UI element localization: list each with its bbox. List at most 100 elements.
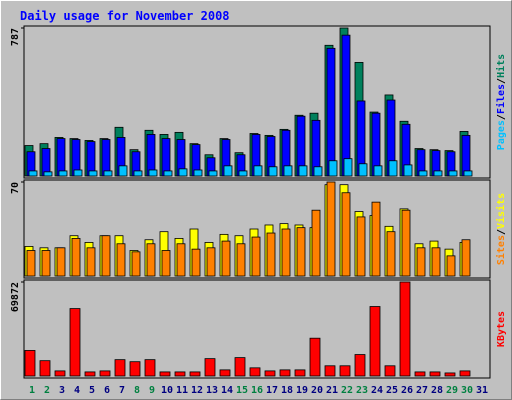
bar <box>418 170 428 177</box>
bar <box>326 47 336 177</box>
bar <box>71 237 81 277</box>
bar <box>114 359 126 377</box>
x-tick-label: 24 <box>371 385 383 396</box>
bar <box>56 138 66 177</box>
legend-separator: / <box>496 78 507 84</box>
bar <box>283 165 293 177</box>
x-tick-label: 3 <box>59 385 65 396</box>
legend-separator: / <box>496 229 507 235</box>
bar <box>459 370 471 377</box>
bar <box>296 227 306 277</box>
bar <box>313 166 323 177</box>
x-tick-label: 15 <box>236 385 248 396</box>
bar <box>328 160 338 177</box>
legend-entry: Pages <box>496 120 507 150</box>
x-tick-label: 23 <box>356 385 368 396</box>
x-tick-label: 6 <box>104 385 110 396</box>
bar <box>324 365 336 377</box>
bar <box>433 170 443 177</box>
x-tick-label: 29 <box>446 385 458 396</box>
bar <box>431 247 441 277</box>
x-tick-label: 21 <box>326 385 338 396</box>
bar <box>144 359 156 377</box>
bar <box>58 170 68 177</box>
bar <box>73 169 83 177</box>
x-tick-label: 22 <box>341 385 353 396</box>
bar <box>388 160 398 177</box>
x-tick-label: 12 <box>191 385 203 396</box>
bar <box>161 138 171 177</box>
bar <box>28 170 38 177</box>
x-tick-label: 4 <box>74 385 80 396</box>
bar <box>444 372 456 377</box>
bar <box>86 247 96 277</box>
bar <box>236 243 246 277</box>
legend-entry: Sites <box>495 235 507 265</box>
y-tick-label: 70 <box>10 182 21 194</box>
bar <box>26 250 36 277</box>
bar <box>446 255 456 277</box>
legend-entry: Hits <box>495 54 507 78</box>
x-tick-label: 27 <box>416 385 428 396</box>
bar <box>174 371 186 377</box>
x-tick-label: 19 <box>296 385 308 396</box>
bar <box>339 365 351 377</box>
x-tick-label: 9 <box>149 385 155 396</box>
bar <box>208 170 218 177</box>
bar <box>264 370 276 377</box>
bar <box>178 168 188 177</box>
x-tick-label: 2 <box>44 385 50 396</box>
x-tick-label: 11 <box>176 385 188 396</box>
legend-entry: Files <box>495 84 507 114</box>
bar <box>131 251 141 277</box>
bar <box>238 170 248 177</box>
bar <box>311 209 321 277</box>
x-tick-label: 5 <box>89 385 95 396</box>
x-tick-label: 26 <box>401 385 413 396</box>
bar <box>416 247 426 277</box>
x-tick-label: 8 <box>134 385 140 396</box>
bar <box>148 169 158 177</box>
bar <box>223 165 233 177</box>
bar <box>24 350 36 377</box>
legend-separator: / <box>496 114 507 120</box>
bar <box>343 158 353 177</box>
bar <box>461 134 471 177</box>
bar <box>189 371 201 377</box>
bar <box>99 370 111 377</box>
bar <box>206 247 216 277</box>
bar <box>358 163 368 177</box>
legend-entry: KBytes <box>496 311 507 347</box>
x-tick-label: 1 <box>29 385 35 396</box>
bar <box>266 232 276 277</box>
bar <box>204 358 216 377</box>
x-tick-label: 20 <box>311 385 323 396</box>
bar <box>43 171 53 177</box>
bar <box>384 365 396 377</box>
bar <box>234 357 246 377</box>
bar <box>88 170 98 177</box>
bar <box>341 34 351 177</box>
bar <box>39 360 51 377</box>
x-tick-label: 30 <box>461 385 473 396</box>
bar <box>373 165 383 177</box>
bar <box>54 370 66 377</box>
x-tick-label: 10 <box>161 385 173 396</box>
x-tick-label: 17 <box>266 385 278 396</box>
bar <box>118 165 128 177</box>
bar <box>129 361 141 377</box>
bar <box>371 201 381 277</box>
x-tick-label: 13 <box>206 385 218 396</box>
bar <box>116 243 126 277</box>
bar <box>429 371 441 377</box>
x-tick-label: 25 <box>386 385 398 396</box>
bar <box>219 369 231 377</box>
x-tick-label: 14 <box>221 385 233 396</box>
bar <box>84 371 96 377</box>
legend: Pages/Files/Hits <box>495 54 507 150</box>
bar <box>403 164 413 177</box>
legend: KBytes <box>496 311 507 347</box>
bar <box>161 250 171 277</box>
x-tick-label: 7 <box>119 385 125 396</box>
bar <box>341 192 351 277</box>
